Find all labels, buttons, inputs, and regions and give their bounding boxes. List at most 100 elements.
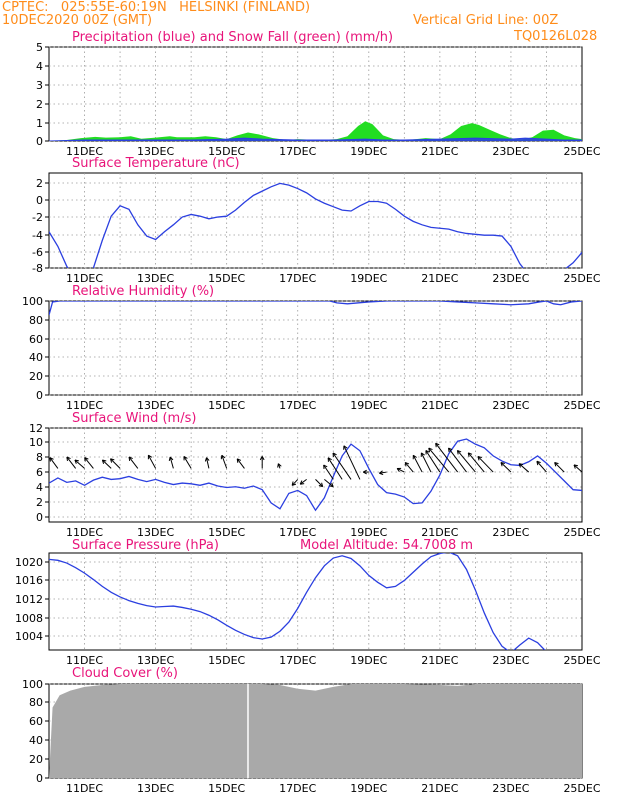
x-tick-label: 21DEC — [421, 272, 458, 285]
plot-layer — [49, 182, 582, 268]
plot-layer — [49, 684, 582, 778]
run-code: TQ0126L028 — [514, 29, 598, 44]
wind-arrow — [66, 456, 77, 469]
wind-arrow — [183, 456, 192, 469]
grid-note: Vertical Grid Line: 00Z — [413, 13, 559, 28]
y-tick-label: 1012 — [15, 593, 43, 606]
y-tick-label: 2 — [36, 177, 43, 190]
cloud-cover-area — [49, 684, 582, 778]
x-tick-label: 23DEC — [492, 399, 529, 412]
plot-layer — [49, 301, 582, 316]
wind-arrow-head — [109, 458, 115, 463]
x-tick-label: 23DEC — [492, 145, 529, 158]
x-tick-label: 21DEC — [421, 399, 458, 412]
y-tick-label: 100 — [22, 295, 43, 308]
x-tick-label: 21DEC — [421, 654, 458, 667]
wind-arrow-head — [168, 456, 174, 462]
y-tick-label: 60 — [29, 715, 43, 728]
y-tick-label: 4 — [36, 481, 43, 494]
wind-arrow-head — [277, 463, 282, 468]
wind-arrow-head — [329, 482, 334, 488]
wind-arrow-head — [291, 481, 297, 486]
y-tick-label: 1004 — [15, 630, 43, 643]
x-tick-label: 11DEC — [66, 526, 103, 539]
panel-title: Surface Temperature (nC) — [72, 156, 240, 171]
y-tick-label: 1020 — [15, 556, 43, 569]
x-tick-label: 17DEC — [279, 654, 316, 667]
wind-arrow-head — [332, 452, 337, 458]
wind-arrow-head — [128, 456, 133, 462]
wind-arrow-head — [84, 457, 89, 462]
wind-arrow — [448, 447, 467, 473]
wind-arrow — [327, 457, 343, 480]
panel-title: Cloud Cover (%) — [72, 666, 178, 681]
x-tick-label: 11DEC — [66, 654, 103, 667]
plot-layer — [49, 121, 582, 141]
y-tick-label: 10 — [29, 436, 43, 449]
wind-arrow — [291, 479, 299, 486]
wind-arrow — [467, 452, 485, 473]
x-tick-label: 15DEC — [208, 654, 245, 667]
x-tick-label: 15DEC — [208, 526, 245, 539]
wind-arrow — [323, 464, 334, 480]
x-tick-label: 13DEC — [137, 399, 174, 412]
x-tick-label: 25DEC — [563, 782, 600, 795]
panel-4: 0 2 4 6 8 1012 11DEC 13DEC 15DEC 17DEC 19DEC 21DEC 2… — [29, 411, 601, 539]
y-tick-label: 80 — [29, 696, 43, 709]
y-tick-label: 1016 — [15, 574, 43, 587]
wind-arrow — [332, 452, 352, 480]
precipitation-area — [49, 137, 582, 141]
x-tick-label: 17DEC — [279, 145, 316, 158]
wind-arrow — [412, 455, 423, 473]
wind-arrow-head — [343, 445, 348, 450]
wind-arrow — [147, 454, 157, 469]
wind-arrow — [379, 471, 387, 474]
wind-arrow — [74, 459, 85, 469]
y-tick-label: 6 — [36, 466, 43, 479]
y-tick-label: 0 — [36, 511, 43, 524]
y-tick-label: 0 — [36, 389, 43, 402]
wind-arrow — [554, 462, 565, 473]
plot-layer — [49, 438, 582, 512]
x-tick-label: 13DEC — [137, 145, 174, 158]
wind-arrow-head — [536, 460, 541, 466]
wind-arrow-head — [425, 450, 430, 455]
x-tick-label: 19DEC — [350, 654, 387, 667]
panel-title: Surface Pressure (hPa) — [72, 538, 219, 553]
x-tick-label: 15DEC — [208, 782, 245, 795]
wind-arrow — [573, 464, 582, 473]
y-tick-label: 1008 — [15, 612, 43, 625]
wind-arrow — [428, 447, 450, 473]
wind-arrow — [536, 460, 547, 473]
wind-arrow-head — [183, 455, 188, 461]
wind-arrow-head — [101, 459, 107, 464]
meteogram-header: CPTEC: 025:55E-60:19N HELSINKI (FINLAND)… — [0, 0, 618, 46]
series-line — [49, 553, 546, 650]
series-line — [49, 438, 582, 512]
wind-arrow-head — [477, 455, 482, 461]
plot-layer — [49, 553, 546, 650]
wind-arrow-head — [420, 452, 425, 457]
wind-arrow — [221, 455, 228, 469]
y-tick-label: 5 — [36, 41, 43, 54]
x-tick-label: 19DEC — [350, 145, 387, 158]
wind-arrow-head — [435, 442, 440, 448]
wind-arrow-head — [467, 452, 473, 457]
plot-frame — [48, 300, 583, 396]
wind-arrow-head — [66, 456, 71, 462]
station-line: CPTEC: 025:55E-60:19N HELSINKI (FINLAND) — [2, 0, 311, 15]
wind-arrow-head — [362, 469, 367, 475]
wind-arrow-head — [49, 457, 54, 462]
wind-arrow — [396, 468, 405, 473]
wind-arrow — [518, 463, 530, 473]
wind-arrow — [477, 456, 494, 473]
wind-arrow-head — [204, 457, 210, 462]
x-tick-label: 25DEC — [563, 526, 600, 539]
wind-arrow-head — [323, 464, 328, 470]
x-tick-label: 17DEC — [279, 272, 316, 285]
y-tick-label: 100 — [22, 678, 43, 691]
x-tick-label: 23DEC — [492, 526, 529, 539]
wind-arrow — [110, 458, 121, 469]
wind-arrow — [169, 456, 174, 469]
